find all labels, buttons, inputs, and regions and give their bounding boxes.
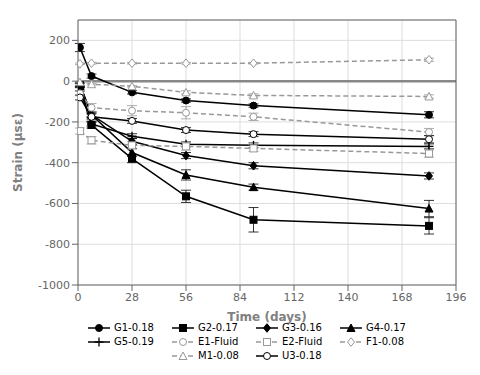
html-text:E1-Fluid: E1-Fluid <box>198 336 239 347</box>
html-text:M1-0.08: M1-0.08 <box>198 350 239 361</box>
svg-text:-1000: -1000 <box>38 279 70 292</box>
html-text:G1-0.18: G1-0.18 <box>114 322 154 333</box>
svg-text:-800: -800 <box>45 238 70 251</box>
svg-text:56: 56 <box>179 291 193 304</box>
svg-text:168: 168 <box>392 291 413 304</box>
html-text:E2-Fluid: E2-Fluid <box>282 336 323 347</box>
svg-text:196: 196 <box>446 291 467 304</box>
svg-text:0: 0 <box>75 291 82 304</box>
svg-text:0: 0 <box>63 75 70 88</box>
svg-text:140: 140 <box>338 291 359 304</box>
svg-text:-600: -600 <box>45 197 70 210</box>
svg-text:84: 84 <box>233 291 247 304</box>
svg-text:200: 200 <box>49 34 70 47</box>
html-text:G5-0.19: G5-0.19 <box>114 336 154 347</box>
svg-text:28: 28 <box>125 291 139 304</box>
svg-text:-200: -200 <box>45 116 70 129</box>
html-text:G4-0.17: G4-0.17 <box>366 322 406 333</box>
html-text:U3-0.18: U3-0.18 <box>282 350 322 361</box>
html-text:G3-0.16: G3-0.16 <box>282 322 322 333</box>
html-text:F1-0.08: F1-0.08 <box>366 336 404 347</box>
svg-text:Strain (μsε): Strain (μsε) <box>11 113 25 192</box>
svg-text:Time (days): Time (days) <box>227 310 306 324</box>
html-text:G2-0.17: G2-0.17 <box>198 322 238 333</box>
svg-text:112: 112 <box>284 291 305 304</box>
svg-text:-400: -400 <box>45 157 70 170</box>
